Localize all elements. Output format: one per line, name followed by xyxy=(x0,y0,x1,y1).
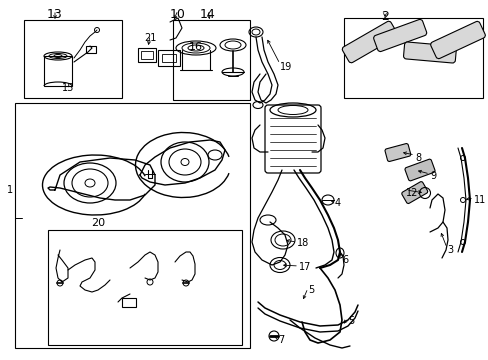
Text: 17: 17 xyxy=(298,262,311,272)
Bar xyxy=(15,103,249,348)
FancyBboxPatch shape xyxy=(401,181,427,203)
Text: 21: 21 xyxy=(143,33,156,43)
Text: 5: 5 xyxy=(347,316,353,326)
Bar xyxy=(44,56,72,86)
FancyBboxPatch shape xyxy=(430,21,485,59)
Text: 6: 6 xyxy=(341,255,347,265)
FancyBboxPatch shape xyxy=(373,19,426,51)
Text: 2: 2 xyxy=(380,10,388,23)
Bar xyxy=(141,51,153,59)
Bar xyxy=(343,18,482,98)
Text: 12: 12 xyxy=(405,188,418,198)
Text: 10: 10 xyxy=(170,8,185,21)
Bar xyxy=(158,50,180,66)
Text: 13: 13 xyxy=(47,8,63,21)
Text: 20: 20 xyxy=(91,218,105,228)
Text: 14: 14 xyxy=(200,8,215,21)
Text: 8: 8 xyxy=(414,153,420,163)
Text: 5: 5 xyxy=(307,285,314,295)
Text: 4: 4 xyxy=(334,198,341,208)
Bar xyxy=(86,46,96,53)
Bar xyxy=(48,230,242,345)
FancyBboxPatch shape xyxy=(403,42,455,63)
Bar xyxy=(24,20,122,98)
Text: 19: 19 xyxy=(280,62,292,72)
Text: 11: 11 xyxy=(473,195,485,205)
Text: 15: 15 xyxy=(61,83,74,93)
Bar xyxy=(173,20,249,100)
Text: 16: 16 xyxy=(189,42,203,52)
FancyBboxPatch shape xyxy=(342,21,397,63)
FancyBboxPatch shape xyxy=(384,144,410,162)
FancyBboxPatch shape xyxy=(404,159,434,181)
Text: 18: 18 xyxy=(296,238,308,248)
Text: 9: 9 xyxy=(429,171,435,181)
Bar xyxy=(122,298,136,307)
Bar xyxy=(162,54,176,62)
Text: 3: 3 xyxy=(446,245,452,255)
Text: 7: 7 xyxy=(278,335,284,345)
Bar xyxy=(138,48,156,62)
Text: 1: 1 xyxy=(7,185,13,195)
